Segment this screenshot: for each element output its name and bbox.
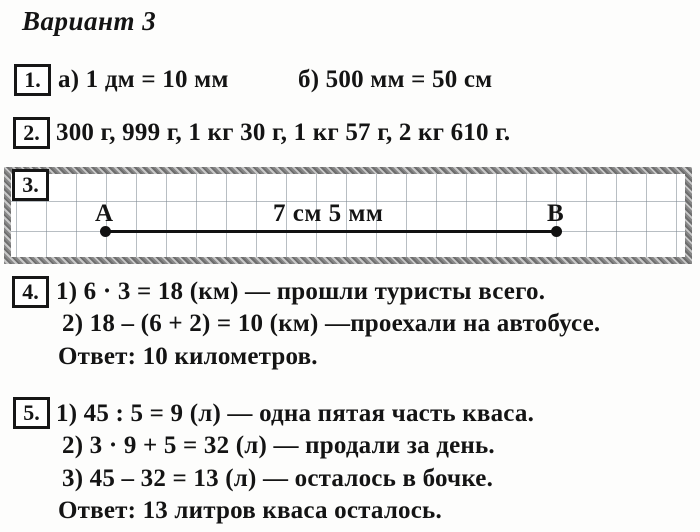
problem-1-part-b: б) 500 мм = 50 см [298, 66, 493, 93]
point-b-label: B [547, 200, 564, 227]
problem-1-number-badge: 1. [14, 64, 51, 96]
point-b-dot [551, 226, 562, 237]
problem-2-number-badge: 2. [13, 117, 50, 149]
grid-paper-panel [4, 167, 692, 264]
problem-4-line-1: 1) 6 · 3 = 18 (км) — прошли туристы всег… [56, 278, 546, 305]
problem-5-line-2: 2) 3 · 9 + 5 = 32 (л) — продали за день. [62, 432, 495, 459]
point-a-dot [100, 226, 111, 237]
point-a-label: A [95, 200, 114, 227]
problem-4-line-2: 2) 18 – (6 + 2) = 10 (км) —проехали на а… [62, 310, 601, 337]
problem-1-part-a: а) 1 дм = 10 мм [58, 66, 229, 93]
problem-3-number-badge: 3. [12, 169, 49, 201]
problem-4-answer: Ответ: 10 километров. [58, 343, 318, 370]
problem-4-number-badge: 4. [12, 276, 49, 308]
problem-5-number-badge: 5. [13, 397, 50, 429]
problem-5-answer: Ответ: 13 литров кваса осталось. [58, 497, 442, 524]
problem-2-text: 300 г, 999 г, 1 кг 30 г, 1 кг 57 г, 2 кг… [56, 119, 511, 146]
problem-5-line-1: 1) 45 : 5 = 9 (л) — одна пятая часть ква… [56, 400, 535, 427]
segment-line [105, 230, 557, 233]
problem-5-line-3: 3) 45 – 32 = 13 (л) — осталось в бочке. [62, 465, 494, 492]
variant-title: Вариант 3 [22, 6, 157, 36]
segment-length-label: 7 см 5 мм [273, 200, 384, 227]
